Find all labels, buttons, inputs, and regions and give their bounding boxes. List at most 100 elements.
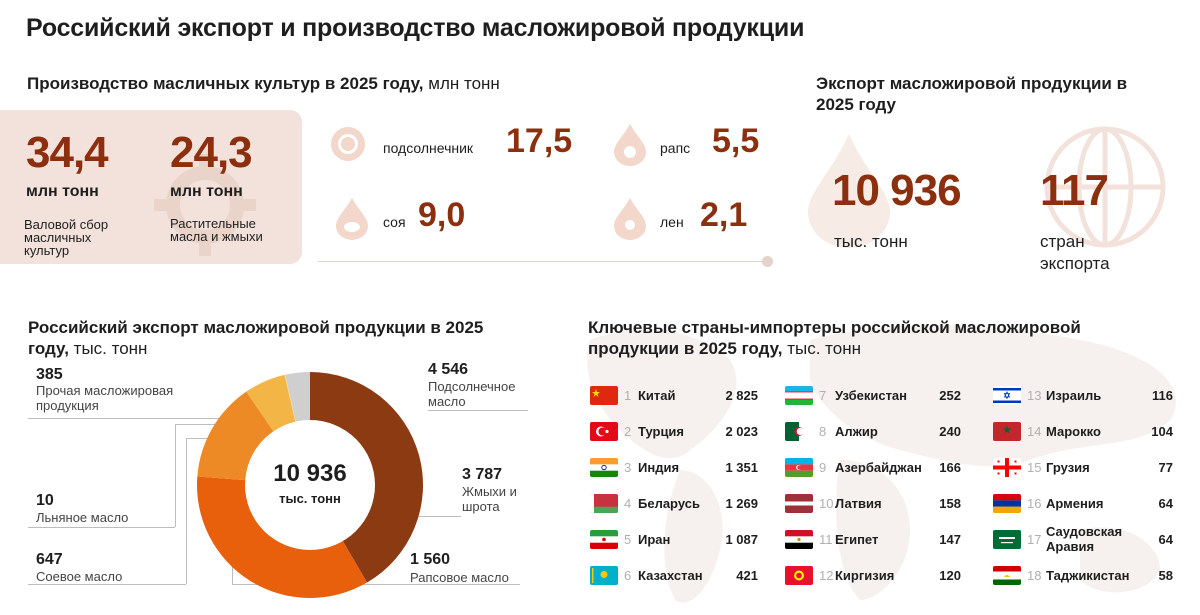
india-flag-icon [590, 458, 618, 477]
importer-name: Узбекистан [835, 388, 908, 403]
importer-name: Беларусь [638, 496, 700, 511]
importer-row: 14 Марокко 104 [0, 420, 1200, 444]
leader-soy-v [186, 438, 187, 584]
importer-name: Грузия [1046, 460, 1090, 475]
importers-heading: Ключевые страны-импортеры российской мас… [588, 318, 1081, 358]
export-countries-value: 117 [1040, 166, 1109, 215]
importer-value: 64 [1158, 532, 1173, 547]
saudi-arabia-flag-icon [993, 530, 1021, 549]
importer-name: Алжир [835, 424, 878, 439]
leader-soy-top [186, 438, 226, 439]
gross-unit: млн тонн [26, 183, 99, 200]
importer-row: 8 Алжир 240 [0, 420, 1200, 444]
importer-value: 240 [939, 424, 961, 439]
importer-value: 116 [1152, 388, 1173, 403]
morocco-flag-icon [993, 422, 1021, 441]
importer-value: 2 825 [725, 388, 758, 403]
crop-value-rapeseed: 5,5 [712, 122, 760, 160]
label-value-soy: 647 [36, 551, 63, 568]
importer-value: 77 [1158, 460, 1173, 475]
kazakhstan-flag-icon [590, 566, 618, 585]
crop-value-soy: 9,0 [418, 196, 466, 234]
importer-row: 18 Таджикистан 58 [0, 564, 1200, 588]
importer-rank: 3 [624, 460, 632, 475]
oils-unit: млн тонн [170, 183, 243, 200]
importer-rank: 6 [624, 568, 632, 583]
importer-rank: 11 [819, 532, 833, 547]
crop-name-soy: соя [383, 214, 406, 230]
importer-row: 17 Саудовская Аравия 64 [0, 524, 1200, 554]
importer-name: Турция [638, 424, 685, 439]
importer-row: 10 Латвия 158 [0, 492, 1200, 516]
importer-row: 11 Египет 147 [0, 528, 1200, 552]
importer-name: Саудовская Аравия [1046, 524, 1123, 554]
label-value-sunflower: 4 546 [428, 361, 469, 378]
importer-value: 2 023 [725, 424, 758, 439]
importer-row: 4 Беларусь 1 269 [0, 492, 1200, 516]
importer-rank: 10 [819, 496, 834, 511]
uzbekistan-flag-icon [785, 386, 813, 405]
donut-center-unit: тыс. тонн [279, 491, 341, 506]
importer-value: 252 [939, 388, 961, 403]
importer-name: Марокко [1046, 424, 1101, 439]
importer-name: Египет [835, 532, 879, 547]
importer-rank: 13 [1027, 388, 1042, 403]
flax-drop-icon [614, 198, 646, 240]
latvia-flag-icon [785, 494, 813, 513]
importer-rank: 9 [819, 460, 827, 475]
israel-flag-icon [993, 386, 1021, 405]
importer-name: Китай [638, 388, 676, 403]
importer-value: 1 351 [725, 460, 758, 475]
label-name-rapeseed: Рапсовое масло [410, 570, 509, 585]
importer-row: 16 Армения 64 [0, 492, 1200, 516]
export-volume-unit: тыс. тонн [834, 232, 908, 251]
belarus-flag-icon [590, 494, 618, 513]
importer-name: Таджикистан [1046, 568, 1130, 583]
armenia-flag-icon [993, 494, 1021, 513]
turkey-flag-icon [590, 422, 618, 441]
leader-soy-h [28, 584, 186, 585]
importer-rank: 5 [624, 532, 632, 547]
china-flag-icon [590, 386, 618, 405]
importer-rank: 16 [1027, 496, 1042, 511]
divider-line [318, 261, 768, 262]
importer-value: 421 [736, 568, 758, 583]
importer-row: 13 Израиль 116 [0, 384, 1200, 408]
importer-row: 3 Индия 1 351 [0, 456, 1200, 480]
soy-drop-icon [336, 198, 368, 240]
importer-row: 1 Китай 2 825 [0, 384, 1200, 408]
label-name-soy: Соевое масло [36, 569, 123, 584]
world-map-watermark [587, 325, 1176, 603]
importer-row: 15 Грузия 77 [0, 456, 1200, 480]
oil-drop-watermark-icon [808, 134, 890, 248]
importer-rank: 7 [819, 388, 827, 403]
leader-rapeseed-h [232, 584, 520, 585]
importer-name: Иран [638, 532, 671, 547]
importer-rank: 4 [624, 496, 632, 511]
importer-name: Киргизия [835, 568, 895, 583]
export-countries-unit: стран экспорта [1040, 232, 1110, 273]
sunflower-icon [331, 127, 365, 161]
oils-value: 24,3 [170, 128, 253, 177]
importer-row: 6 Казахстан 421 [0, 564, 1200, 588]
importer-value: 104 [1151, 424, 1173, 439]
importer-value: 1 269 [725, 496, 758, 511]
gross-value: 34,4 [26, 128, 109, 177]
importer-rank: 8 [819, 424, 827, 439]
export-volume-value: 10 936 [832, 166, 962, 215]
importer-value: 147 [939, 532, 961, 547]
importer-name: Израиль [1046, 388, 1102, 403]
importer-rank: 1 [624, 388, 632, 403]
importer-rank: 17 [1027, 532, 1042, 547]
production-box [0, 110, 302, 264]
importer-row: 5 Иран 1 087 [0, 528, 1200, 552]
tajikistan-flag-icon [993, 566, 1021, 585]
leader-flax-top [175, 424, 235, 425]
importer-rank: 12 [819, 568, 834, 583]
importer-rank: 14 [1027, 424, 1042, 439]
rapeseed-drop-icon [614, 124, 646, 166]
page-title: Российский экспорт и производство маслож… [26, 14, 805, 42]
importer-rank: 15 [1027, 460, 1042, 475]
iran-flag-icon [590, 530, 618, 549]
label-name-flax: Льняное масло [36, 510, 129, 525]
